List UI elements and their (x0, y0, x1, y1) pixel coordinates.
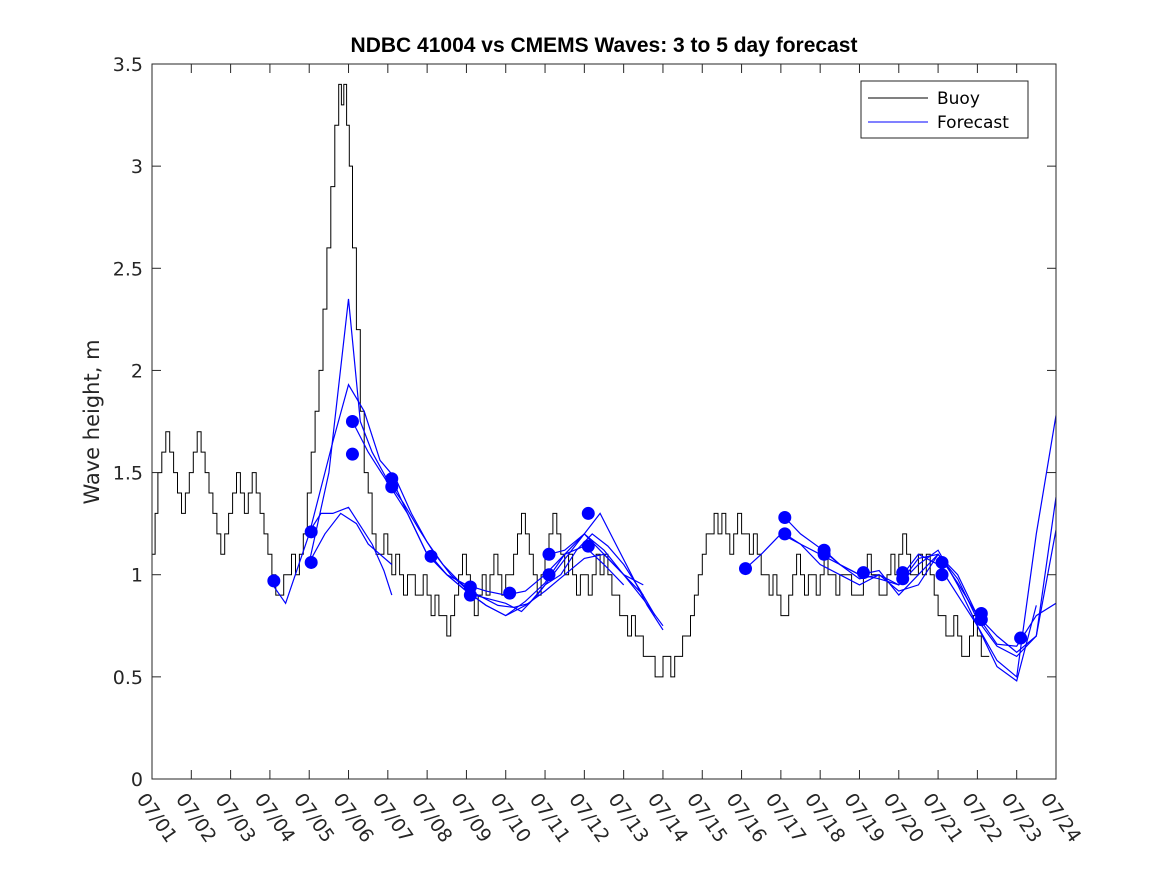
forecast-marker (778, 527, 792, 541)
y-tick-label: 0.5 (113, 667, 143, 689)
forecast-marker (424, 549, 438, 563)
legend: Buoy Forecast (860, 80, 1029, 139)
axes-box (151, 63, 1057, 780)
plot-area (152, 64, 1056, 779)
legend-box (860, 80, 1029, 139)
forecast-marker (974, 613, 988, 627)
y-tick-label: 0 (131, 769, 143, 791)
y-axis-ticks: 0 0.5 1 1.5 2 2.5 3 3.5 (113, 54, 1056, 791)
forecast-marker (896, 572, 910, 586)
forecast-marker (778, 511, 792, 525)
forecast-line (430, 533, 644, 617)
forecast-marker (463, 588, 477, 602)
forecast-marker (935, 555, 949, 569)
y-tick-label: 1 (131, 565, 143, 587)
forecast-line (308, 506, 393, 596)
forecast-line (308, 298, 656, 616)
y-axis-label: Wave height, m (80, 339, 104, 504)
legend-buoy-label: Buoy (937, 89, 980, 109)
forecast-marker (304, 525, 318, 539)
legend-forecast-label: Forecast (937, 113, 1009, 133)
forecast-line (902, 553, 1037, 682)
y-tick-label: 3 (131, 156, 143, 178)
forecast-marker (935, 568, 949, 582)
forecast-marker (817, 547, 831, 561)
forecast-marker (385, 480, 399, 494)
forecast-line (745, 529, 1056, 654)
forecast-marker (738, 562, 752, 576)
forecast-marker (503, 586, 517, 600)
chart-title: NDBC 41004 vs CMEMS Waves: 3 to 5 day fo… (351, 34, 858, 57)
forecast-marker (542, 568, 556, 582)
y-tick-label: 2.5 (113, 258, 143, 280)
forecast-line (351, 421, 625, 596)
forecast-marker (1014, 631, 1028, 645)
forecast-marker (542, 547, 556, 561)
forecast-marker (267, 574, 281, 588)
y-tick-label: 3.5 (113, 54, 143, 76)
forecast-line (308, 512, 393, 565)
forecast-marker (345, 447, 359, 461)
forecast-marker (581, 506, 595, 520)
forecast-markers (267, 415, 1028, 645)
y-tick-label: 1.5 (113, 463, 143, 485)
forecast-marker (304, 555, 318, 569)
forecast-marker (345, 415, 359, 428)
forecast-marker (856, 566, 870, 580)
forecast-marker (581, 539, 595, 553)
y-tick-label: 2 (131, 360, 143, 382)
